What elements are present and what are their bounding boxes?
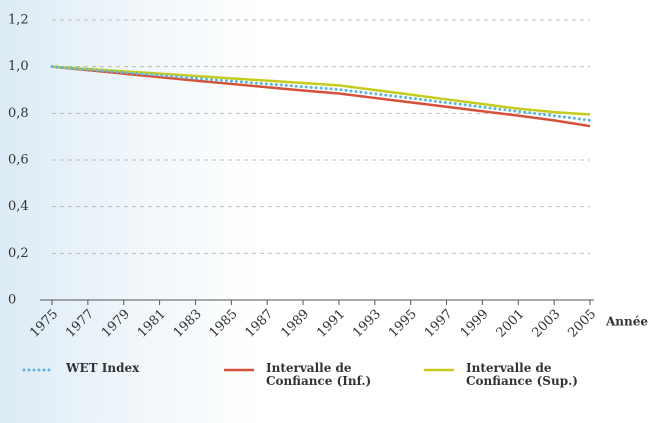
y-tick-label: 1,2 — [8, 13, 29, 28]
legend-label: Intervalle de Confiance (Inf.) — [266, 361, 372, 388]
series-line — [51, 65, 591, 128]
x-tick-label: 1999 — [458, 307, 492, 341]
y-tick-label: 0,4 — [8, 199, 29, 214]
legend-entry: Intervalle de Confiance (Inf.) — [222, 362, 386, 388]
y-tick-label: 0,2 — [8, 246, 29, 261]
x-tick-label: 1983 — [171, 307, 205, 341]
legend-label: Intervalle de Confiance (Sup.) — [466, 361, 578, 388]
legend-label: WET Index — [66, 361, 140, 375]
legend-swatch — [424, 368, 454, 372]
legend-swatch — [22, 368, 56, 372]
legend-entry: Intervalle de Confiance (Sup.) — [422, 362, 586, 388]
x-tick-label: 1997 — [422, 307, 456, 341]
x-tick-label: 2003 — [529, 307, 563, 341]
legend-swatch — [224, 368, 254, 372]
x-tick-label: 1975 — [27, 307, 61, 341]
y-tick-label: 0,6 — [8, 153, 29, 168]
x-tick-label: 2001 — [494, 307, 528, 341]
y-tick-label: 0,8 — [8, 106, 29, 121]
x-tick-label: 1977 — [63, 307, 97, 341]
x-tick-label: 1981 — [135, 307, 169, 341]
x-tick-label: 1993 — [350, 307, 384, 341]
y-tick-label: 1,0 — [8, 59, 29, 74]
x-tick-label: 2005 — [565, 307, 599, 341]
x-tick-label: 1985 — [207, 307, 241, 341]
x-tick-label: 1991 — [314, 307, 348, 341]
x-tick-label: 1979 — [99, 307, 133, 341]
series-line — [50, 65, 592, 122]
legend: WET Index Intervalle de Confiance (Inf.) I… — [22, 362, 642, 420]
x-axis-label: Année — [605, 315, 648, 329]
legend-entry: WET Index — [22, 362, 186, 375]
x-tick-label: 1989 — [278, 307, 312, 341]
x-tick-label: 1995 — [386, 307, 420, 341]
x-tick-label: 1987 — [242, 307, 276, 341]
y-tick-label: 0 — [8, 293, 16, 308]
